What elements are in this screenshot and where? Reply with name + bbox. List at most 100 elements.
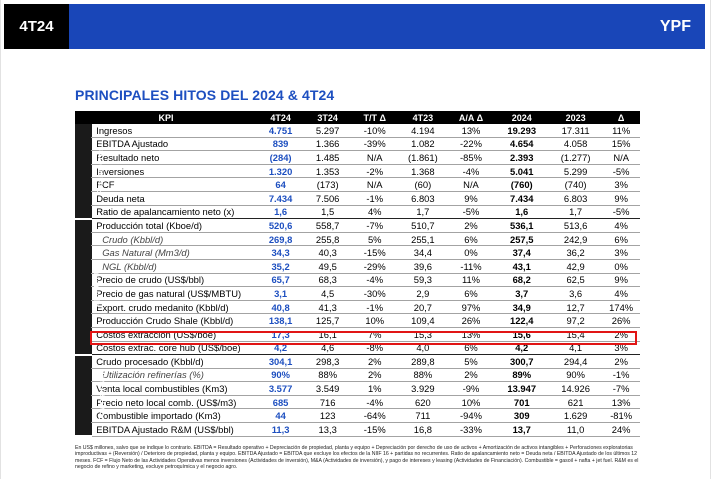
row-label: Precio de gas natural (US$/MBTU) <box>91 286 258 301</box>
table-row: EBITDA Ajustado R&M (US$/bbl) 11,3 13,3 -15… <box>75 422 640 437</box>
cell-value: N/A <box>351 177 399 192</box>
cell-value: 13,7 <box>494 422 549 437</box>
cell-value: 88% <box>398 368 448 383</box>
row-label: Export. crudo medanito (Kbbl/d) <box>91 300 258 315</box>
cell-value: 716 <box>304 395 352 410</box>
row-label: EBITDA Ajustado R&M (US$/bbl) <box>91 422 258 437</box>
cell-value: -4% <box>447 164 495 179</box>
cell-value: 300,7 <box>494 354 549 369</box>
cell-value: 1,5 <box>304 205 352 220</box>
cell-value: 13.947 <box>494 381 549 396</box>
table-row: Costos extrac. core hub (US$/boe) 4,2 4,6-… <box>75 341 640 356</box>
cell-value: 16,1 <box>304 327 352 342</box>
cell-value: 3% <box>602 341 640 356</box>
cell-value: 15,4 <box>548 327 603 342</box>
table-row: Precio de crudo (US$/bbl) 65,7 68,3 -4% 59,3… <box>75 273 640 288</box>
row-label: Costos extrac. core hub (US$/boe) <box>91 341 258 356</box>
cell-value: 3% <box>602 177 640 192</box>
cell-value: -94% <box>447 408 495 424</box>
row-label: Inversiones <box>91 164 258 179</box>
cell-value: 4.194 <box>398 124 448 138</box>
cell-value: 35,2 <box>257 259 305 274</box>
cell-value: 2,9 <box>398 286 448 301</box>
cell-value: 88% <box>304 368 352 383</box>
cell-value: -8% <box>351 341 399 356</box>
cell-value: 520,6 <box>257 218 305 233</box>
cell-value: 6% <box>447 232 495 247</box>
table-row: Financieros Ingresos 4.751 5.297 -10% 4.194 13… <box>75 124 640 220</box>
col-header-4t24: 4T24 <box>257 111 305 124</box>
table-row: Costos extracción (US$/boe) 17,3 16,1 7% 15,… <box>75 327 640 342</box>
table-row: Inversiones 1.320 1.353 -2% 1.368 -4% 5.041 5.2… <box>75 164 640 179</box>
cell-value: -22% <box>447 137 495 152</box>
row-label: Ratio de apalancamiento neto (x) <box>91 205 258 220</box>
cell-value: -1% <box>351 300 399 315</box>
cell-value: 10% <box>351 313 399 328</box>
cell-value: 298,3 <box>304 354 352 369</box>
cell-value: 43,1 <box>494 259 549 274</box>
cell-value: 1,7 <box>398 205 448 220</box>
table-row: Ratio de apalancamiento neto (x) 1,6 1,5 4%… <box>75 205 640 220</box>
cell-value: 15,3 <box>398 327 448 342</box>
cell-value: 68,2 <box>494 273 549 288</box>
cell-value: -10% <box>351 124 399 138</box>
section-label: Downstream <box>75 354 107 438</box>
cell-value: 4% <box>351 205 399 220</box>
cell-value: 5.299 <box>548 164 603 179</box>
cell-value: -7% <box>351 218 399 233</box>
cell-value: 7.434 <box>257 191 305 206</box>
cell-value: (740) <box>548 177 603 192</box>
cell-value: 44 <box>257 408 305 424</box>
cell-value: -29% <box>351 259 399 274</box>
table-row: Utilización refinerías (%) 90% 88% 2% 88% 2% 8… <box>75 368 640 383</box>
cell-value: 123 <box>304 408 352 424</box>
cell-value: -30% <box>351 286 399 301</box>
cell-value: 7.506 <box>304 191 352 206</box>
cell-value: -15% <box>351 245 399 260</box>
cell-value: 68,3 <box>304 273 352 288</box>
cell-value: 14.926 <box>548 381 603 396</box>
cell-value: 17,3 <box>257 327 305 342</box>
cell-value: 24% <box>602 422 640 437</box>
cell-value: 9% <box>447 191 495 206</box>
cell-value: 2.393 <box>494 150 549 165</box>
cell-value: (760) <box>494 177 549 192</box>
row-label: Costos extracción (US$/boe) <box>91 327 258 342</box>
cell-value: 6% <box>602 232 640 247</box>
cell-value: 16,8 <box>398 422 448 437</box>
cell-value: -85% <box>447 150 495 165</box>
cell-value: 11,0 <box>548 422 603 437</box>
row-label: Gas Natural (Mm3/d) <box>91 245 258 260</box>
row-label: FCF <box>91 177 258 192</box>
cell-value: 37,4 <box>494 245 549 260</box>
cell-value: -5% <box>602 205 640 220</box>
cell-value: 620 <box>398 395 448 410</box>
cell-value: 89% <box>494 368 549 383</box>
row-label: Ingresos <box>91 124 258 138</box>
table-row: Precio de gas natural (US$/MBTU) 3,1 4,5 -3… <box>75 286 640 301</box>
section-label-text: Financieros <box>94 146 105 197</box>
cell-value: 36,2 <box>548 245 603 260</box>
cell-value: (1.277) <box>548 150 603 165</box>
cell-value: 2% <box>602 327 640 342</box>
cell-value: 11% <box>602 124 640 138</box>
row-label: Crudo (Kbbl/d) <box>91 232 258 247</box>
page-edge-right <box>710 0 711 479</box>
cell-value: 39,6 <box>398 259 448 274</box>
cell-value: 309 <box>494 408 549 424</box>
cell-value: 3.929 <box>398 381 448 396</box>
section-label-text: Upstream <box>90 266 101 308</box>
row-label: Deuda neta <box>91 191 258 206</box>
cell-value: 3.577 <box>257 381 305 396</box>
cell-value: -9% <box>447 381 495 396</box>
cell-value: 1.368 <box>398 164 448 179</box>
cell-value: 19.293 <box>494 124 549 138</box>
cell-value: 109,4 <box>398 313 448 328</box>
cell-value: 621 <box>548 395 603 410</box>
cell-value: 49,5 <box>304 259 352 274</box>
cell-value: 5% <box>351 232 399 247</box>
row-label: Resultado neto <box>91 150 258 165</box>
cell-value: 4.751 <box>257 124 305 138</box>
cell-value: 11,3 <box>257 422 305 437</box>
cell-value: 1.082 <box>398 137 448 152</box>
